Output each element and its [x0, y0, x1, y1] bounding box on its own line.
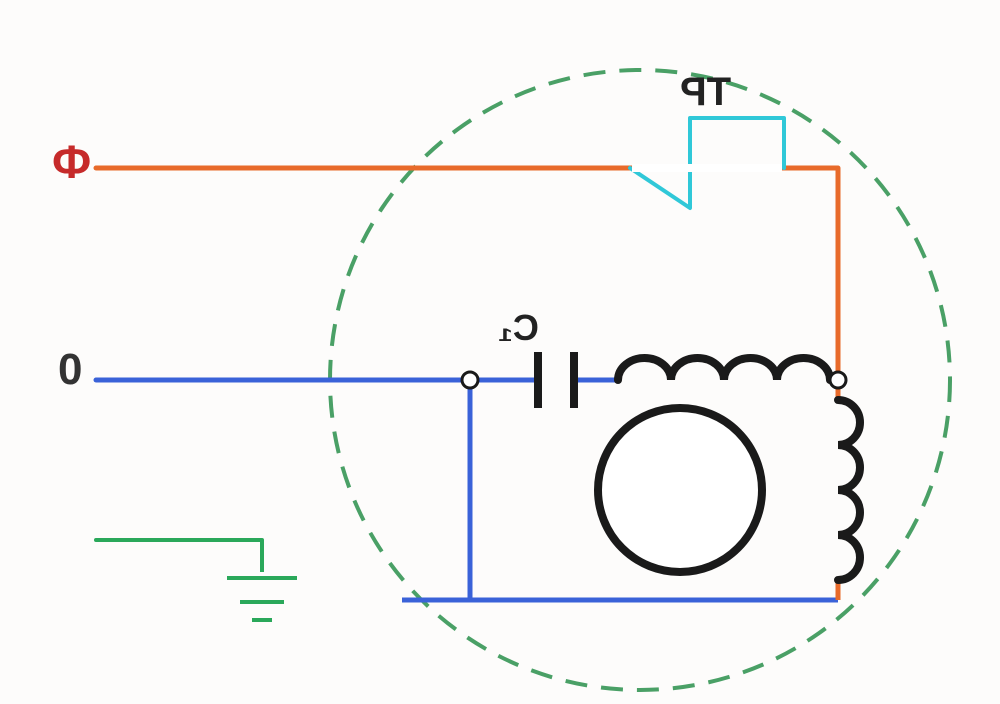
label-cap: C₁	[498, 307, 539, 349]
rotor	[598, 408, 762, 572]
label-relay: ТР	[680, 70, 731, 115]
node-neutral-tap	[462, 372, 478, 388]
label-phase-text: Ф	[52, 136, 91, 188]
label-relay-text: ТР	[680, 70, 731, 114]
label-neutral-text: 0	[58, 345, 82, 394]
label-phase: Ф	[52, 135, 91, 189]
inductor-main	[838, 400, 860, 580]
thermal-relay	[630, 118, 784, 208]
node-right-tap	[830, 372, 846, 388]
inductor-aux	[618, 358, 830, 380]
label-neutral: 0	[58, 345, 82, 395]
label-cap-text: C₁	[498, 307, 539, 348]
